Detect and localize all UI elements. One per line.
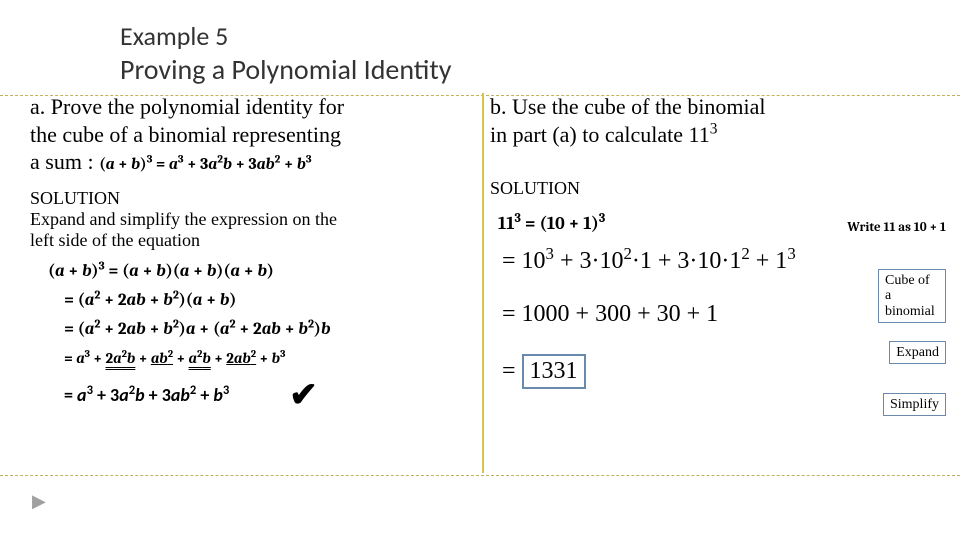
prompt-b-line2: in part (a) to calculate 113: [490, 122, 717, 147]
slide-title: Proving a Polynomial Identity: [120, 52, 930, 87]
part-a-column: a. Prove the polynomial identity for the…: [30, 93, 470, 416]
step-a3: = (a2 + 2ab + b2)a + (a2 + 2ab + b2)b: [64, 320, 460, 339]
example-number: Example 5: [120, 20, 930, 52]
note-b3: Expand: [889, 341, 946, 364]
step-a2: = (a2 + 2ab + b2)(a + b): [64, 291, 460, 310]
step-b4-eq: =: [502, 358, 516, 384]
step-b2: = 103 + 3·102·1 + 3·10·12 + 13: [502, 248, 930, 275]
final-answer-box: 1331: [522, 354, 586, 389]
slide-content: Example 5 Proving a Polynomial Identity …: [0, 0, 960, 540]
two-column-layout: a. Prove the polynomial identity for the…: [30, 93, 930, 416]
note-b1: Write 11 as 10 + 1: [847, 221, 946, 235]
solution-label-b: SOLUTION: [490, 178, 930, 199]
step-b3: = 1000 + 300 + 30 + 1: [502, 301, 930, 328]
checkmark-icon: ✔: [289, 375, 318, 416]
solution-text-a-2: left side of the equation: [30, 230, 460, 252]
note-b4: Simplify: [883, 393, 946, 416]
prompt-a-line3: a sum :: [30, 149, 94, 174]
solution-text-a-1: Expand and simplify the expression on th…: [30, 209, 460, 231]
part-b-column: b. Use the cube of the binomial in part …: [470, 93, 930, 416]
note-b2: Cube of a binomial: [878, 269, 946, 323]
step-a5-row: = a3 + 3a2b + 3ab2 + b3 ✔: [64, 375, 460, 416]
part-a-prompt: a. Prove the polynomial identity for the…: [30, 93, 460, 176]
prompt-a-line1: a. Prove the polynomial identity for: [30, 94, 344, 119]
slide-heading: Example 5 Proving a Polynomial Identity: [120, 20, 930, 87]
step-a5: = a3 + 3a2b + 3ab2 + b3: [64, 384, 229, 406]
step-a4: = a3 + 2a2b + ab2 + a2b + 2ab2 + b3: [64, 349, 460, 367]
prompt-b-line1: b. Use the cube of the binomial: [490, 94, 766, 119]
step-b4: = 1331: [502, 354, 930, 389]
solution-label-a: SOLUTION: [30, 188, 460, 209]
identity-formula: (a + b)3 = a3 + 3a2b + 3ab2 + b3: [99, 155, 312, 173]
part-b-prompt: b. Use the cube of the binomial in part …: [490, 93, 930, 148]
prompt-a-line2: the cube of a binomial representing: [30, 122, 341, 147]
step-a1: (a + b)3 = (a + b)(a + b)(a + b): [48, 262, 460, 281]
